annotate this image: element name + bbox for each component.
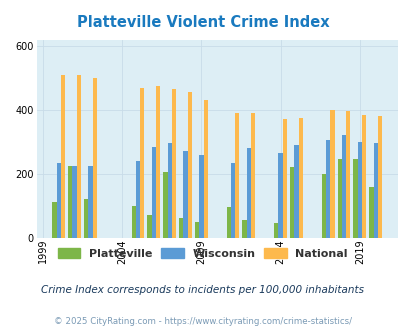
Bar	[234, 113, 239, 238]
Bar	[56, 163, 61, 238]
Text: Crime Index corresponds to incidents per 100,000 inhabitants: Crime Index corresponds to incidents per…	[41, 285, 364, 295]
Bar	[61, 75, 65, 238]
Text: Platteville Violent Crime Index: Platteville Violent Crime Index	[77, 15, 328, 30]
Bar	[68, 166, 72, 238]
Bar	[52, 203, 56, 238]
Bar	[294, 145, 298, 238]
Bar	[226, 207, 230, 238]
Bar	[187, 92, 192, 238]
Bar	[242, 220, 246, 238]
Bar	[246, 148, 250, 238]
Bar	[203, 100, 207, 238]
Bar	[278, 153, 282, 238]
Text: © 2025 CityRating.com - https://www.cityrating.com/crime-statistics/: © 2025 CityRating.com - https://www.city…	[54, 317, 351, 326]
Bar	[199, 154, 203, 238]
Bar	[92, 78, 97, 238]
Bar	[167, 144, 171, 238]
Bar	[325, 140, 330, 238]
Bar	[151, 147, 156, 238]
Bar	[345, 112, 350, 238]
Bar	[183, 151, 187, 238]
Bar	[84, 199, 88, 238]
Bar	[136, 161, 140, 238]
Bar	[250, 113, 255, 238]
Bar	[140, 87, 144, 238]
Bar	[298, 118, 302, 238]
Bar	[163, 172, 167, 238]
Bar	[377, 116, 381, 238]
Bar	[230, 163, 234, 238]
Bar	[179, 218, 183, 238]
Bar	[341, 135, 345, 238]
Bar	[373, 144, 377, 238]
Bar	[77, 75, 81, 238]
Bar	[131, 206, 136, 238]
Bar	[369, 186, 373, 238]
Bar	[147, 215, 151, 238]
Bar	[357, 142, 361, 238]
Bar	[337, 159, 341, 238]
Bar	[171, 89, 176, 238]
Bar	[321, 174, 325, 238]
Bar	[72, 166, 77, 238]
Bar	[273, 223, 278, 238]
Bar	[156, 86, 160, 238]
Bar	[88, 166, 92, 238]
Bar	[282, 119, 286, 238]
Bar	[194, 222, 199, 238]
Bar	[353, 159, 357, 238]
Bar	[361, 115, 365, 238]
Bar	[330, 110, 334, 238]
Legend: Platteville, Wisconsin, National: Platteville, Wisconsin, National	[58, 248, 347, 259]
Bar	[289, 167, 294, 238]
